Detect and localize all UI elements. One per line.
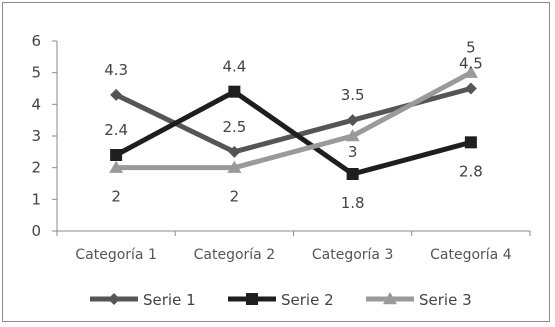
y-tick-label: 5 (31, 64, 41, 82)
y-tick-label: 6 (31, 32, 41, 50)
series-3-point (463, 65, 478, 78)
legend-swatch-marker (246, 293, 258, 305)
data-label: 4.3 (104, 61, 128, 79)
legend-label: Serie 3 (419, 291, 472, 309)
data-label: 2 (230, 188, 240, 206)
series-2 (110, 85, 477, 180)
y-tick-label: 1 (31, 190, 41, 208)
series-2-point (464, 136, 477, 149)
data-label: 1.8 (341, 194, 365, 212)
legend-entry-2: Serie 2 (228, 291, 334, 309)
series-1-point (228, 145, 241, 158)
series-1 (110, 82, 477, 158)
y-tick-label: 2 (31, 159, 41, 177)
series-3 (109, 65, 478, 173)
series-3-point (227, 160, 242, 173)
data-label: 5 (466, 39, 476, 57)
series-3-point (109, 160, 124, 173)
series-2-point (110, 149, 123, 161)
data-label: 3.5 (341, 86, 365, 104)
series-2-line (114, 89, 472, 177)
legend-label: Serie 1 (143, 291, 196, 309)
x-category-label: Categoría 2 (194, 247, 276, 263)
data-label: 2.4 (104, 121, 128, 139)
y-tick-label: 3 (31, 127, 41, 145)
data-label: 2.8 (459, 162, 483, 180)
y-tick-label: 4 (31, 95, 41, 113)
x-category-label: Categoría 4 (430, 247, 512, 263)
legend-swatch-marker (108, 293, 120, 305)
chart-frame (2, 2, 550, 322)
y-tick-label: 0 (31, 222, 41, 240)
series-2-point (346, 168, 359, 180)
x-category-label: Categoría 3 (312, 247, 394, 263)
series-1-point (346, 114, 359, 127)
data-label: 4.4 (222, 58, 246, 76)
data-label: 3 (348, 143, 358, 161)
series-3-line (116, 70, 473, 171)
series-3-point (345, 129, 360, 142)
series-2-point (228, 85, 241, 98)
data-label: 2.5 (222, 118, 246, 136)
legend-entry-1: Serie 1 (90, 291, 196, 309)
legend-entry-3: Serie 3 (366, 291, 472, 309)
x-category-label: Categoría 1 (75, 247, 157, 263)
data-label: 2 (111, 188, 121, 206)
legend-swatch-marker (383, 292, 397, 305)
data-label: 4.5 (459, 55, 483, 73)
series-1-line (115, 86, 472, 155)
series-1-point (464, 82, 477, 95)
series-1-point (110, 88, 123, 101)
legend-label: Serie 2 (281, 291, 334, 309)
